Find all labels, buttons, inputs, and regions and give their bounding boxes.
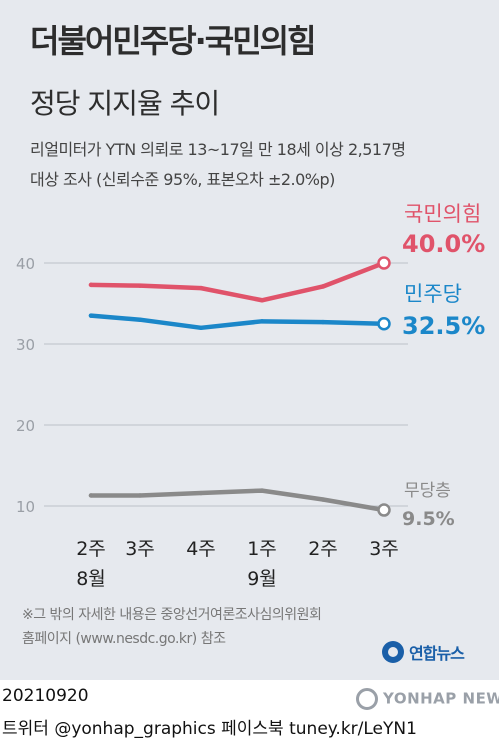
- data-point-1-1: [137, 317, 143, 322]
- x-tick-label-4: 2주: [308, 538, 338, 560]
- footer-social: 트위터 @yonhap_graphics 페이스북 tuney.kr/LeYN1: [2, 719, 417, 739]
- note-line-2: 홈페이지 (www.nesdc.go.kr) 참조: [22, 631, 226, 647]
- data-point-2-5: [377, 503, 391, 517]
- data-point-2-3: [259, 488, 265, 493]
- series-name-label-0: 국민의힘: [404, 202, 481, 226]
- data-point-0-1: [137, 283, 143, 288]
- data-point-0-5: [377, 256, 391, 270]
- x-tick-label-0: 2주: [76, 538, 106, 560]
- data-point-0-2: [198, 285, 204, 291]
- watermark-text: YONHAP NEWS: [383, 689, 499, 708]
- series-value-label-1: 32.5%: [402, 312, 485, 340]
- data-point-1-0: [88, 313, 94, 318]
- yonhap-logo-text: 연합뉴스: [409, 644, 465, 663]
- yonhap-logo-icon: [382, 641, 404, 663]
- data-point-0-3: [259, 298, 265, 303]
- y-tick-label-10: 10: [16, 498, 35, 516]
- data-point-2-4: [320, 497, 326, 502]
- data-point-1-3: [259, 319, 265, 324]
- series-value-label-2: 9.5%: [402, 508, 455, 530]
- y-tick-label-20: 20: [16, 417, 35, 435]
- data-point-0-4: [320, 284, 326, 289]
- series-line-2: [88, 488, 387, 513]
- chart-title: 더불어민주당·국민의힘: [30, 22, 317, 60]
- line-chart: 10 20 30 40 2주 3주 4주 1주 2주 3주 8월 9월 국민의힘 40.0% 민주당 32.5…: [16, 202, 485, 590]
- data-point-1-2: [198, 325, 204, 330]
- source-line-1: 리얼미터가 YTN 의뢰로 13~17일 만 18세 이상 2,517명: [30, 140, 406, 159]
- watermark: YONHAP NEWS: [356, 688, 499, 710]
- yonhap-logo: 연합뉴스: [382, 640, 465, 664]
- x-tick-label-5: 3주: [369, 538, 399, 560]
- source-line-2: 대상 조사 (신뢰수준 95%, 표본오차 ±2.0%p): [30, 170, 335, 189]
- month-label-0: 8월: [76, 568, 106, 590]
- series-value-label-0: 40.0%: [402, 230, 485, 258]
- data-point-2-2: [198, 490, 204, 496]
- y-tick-label-30: 30: [16, 336, 35, 354]
- month-label-1: 9월: [247, 568, 277, 590]
- data-point-0-0: [88, 282, 94, 288]
- watermark-logo-icon: [356, 688, 378, 710]
- footer-date: 20210920: [2, 686, 89, 706]
- note-line-1: ※그 밖의 자세한 내용은 중앙선거여론조사심의위원회: [22, 607, 322, 623]
- data-point-2-0: [88, 493, 94, 498]
- x-tick-label-1: 3주: [125, 538, 155, 560]
- infographic-card: 더불어민주당·국민의힘 정당 지지율 추이 리얼미터가 YTN 의뢰로 13~1…: [0, 0, 499, 680]
- data-point-1-5: [377, 317, 391, 331]
- data-point-1-4: [320, 319, 326, 325]
- x-tick-label-3: 1주: [247, 538, 277, 560]
- x-tick-label-2: 4주: [186, 538, 216, 560]
- series-name-label-1: 민주당: [404, 282, 462, 306]
- series-line-1: [88, 313, 387, 331]
- series-line-0: [88, 260, 387, 303]
- chart-subtitle: 정당 지지율 추이: [30, 87, 220, 120]
- data-point-2-1: [137, 493, 143, 498]
- y-tick-label-40: 40: [16, 255, 35, 273]
- series-name-label-2: 무당층: [404, 481, 451, 501]
